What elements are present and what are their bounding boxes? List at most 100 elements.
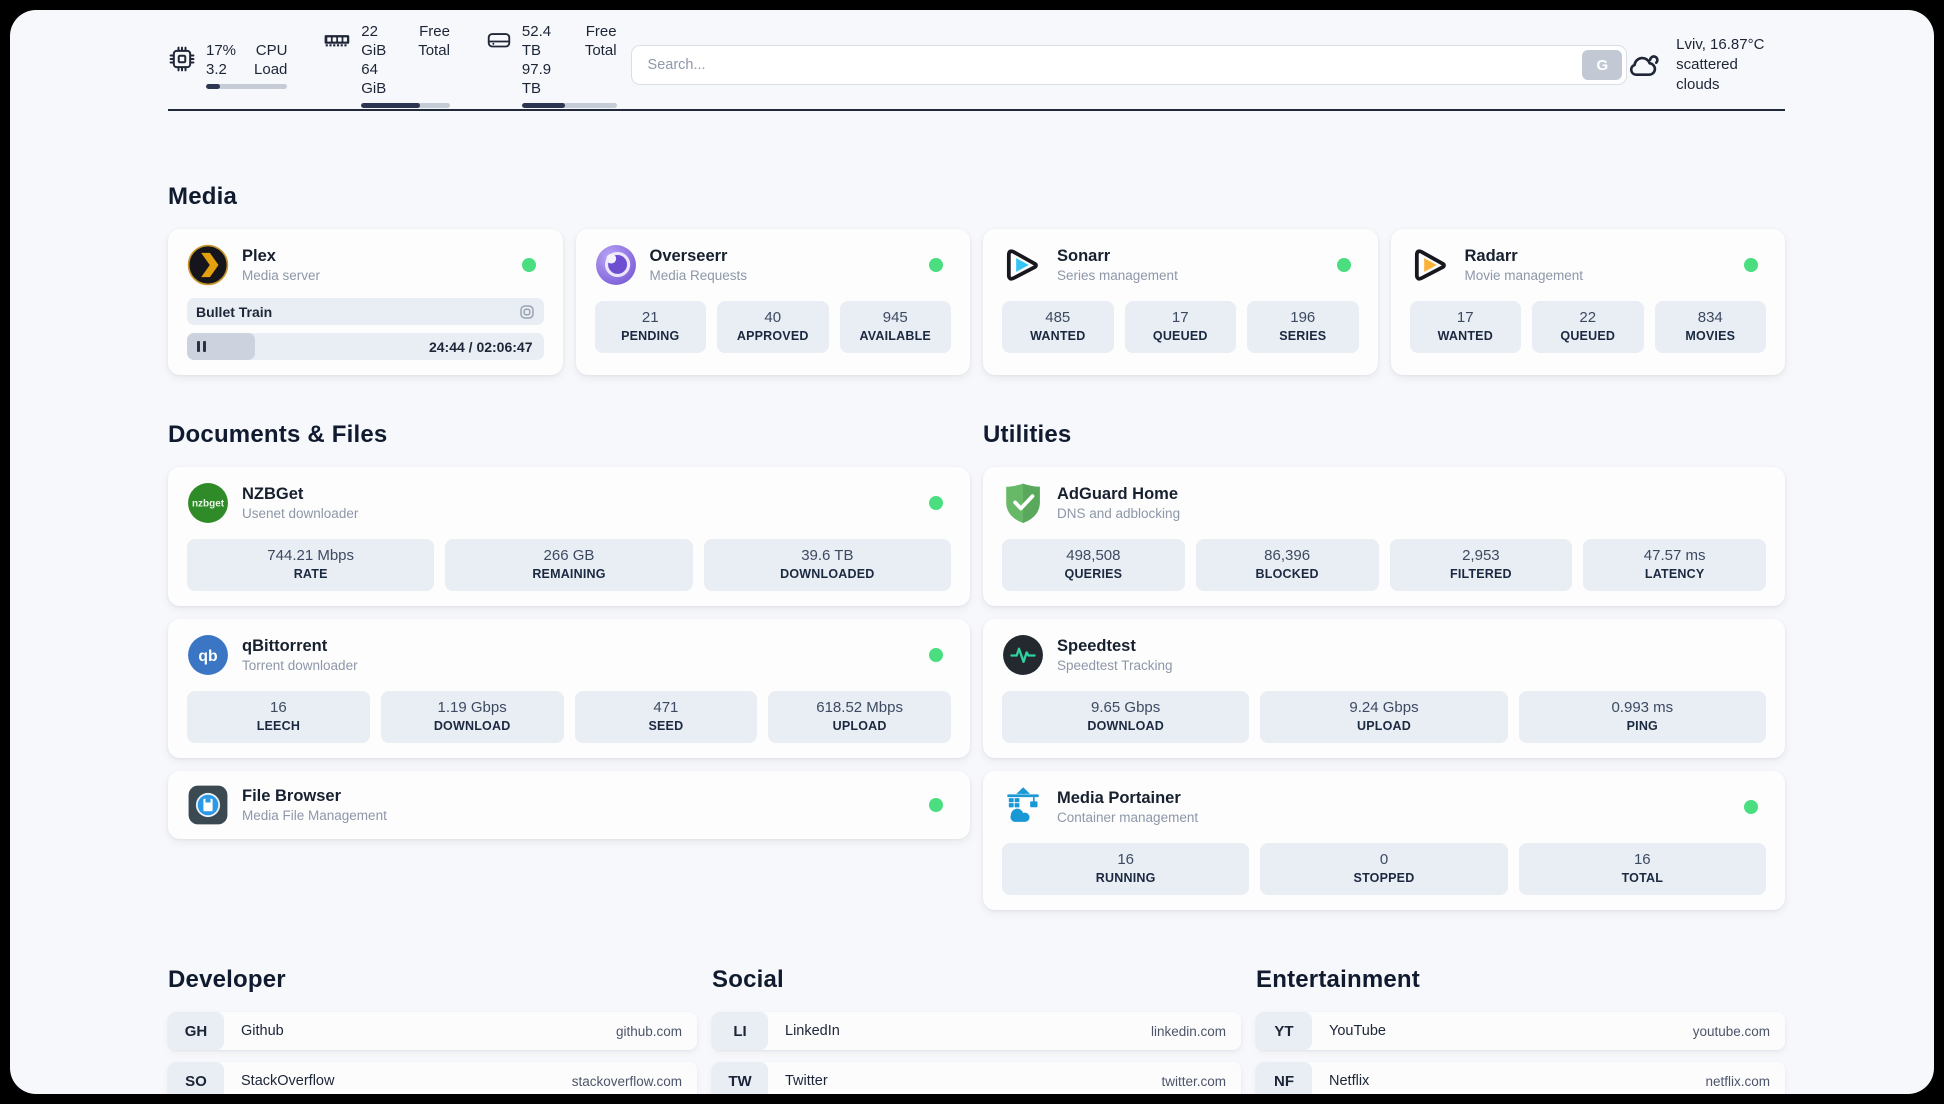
stat-label: UPLOAD <box>832 719 887 733</box>
stat-movies: 834 MOVIES <box>1654 301 1766 353</box>
cpu-progress-bar <box>206 84 288 89</box>
app-card-overseerr[interactable]: Overseerr Media Requests 21 PENDING 40 A… <box>575 229 970 375</box>
stat-downloaded: 39.6 TB DOWNLOADED <box>703 539 951 591</box>
search-engine-button[interactable]: G <box>1582 50 1623 80</box>
stat-remaining: 266 GB REMAINING <box>445 539 693 591</box>
disk-total-label: Total <box>584 42 617 59</box>
adguard-icon <box>1002 482 1044 524</box>
video-source-icon[interactable] <box>519 304 535 320</box>
plex-icon <box>187 244 229 286</box>
ram-widget: 22 GiB 64 GiB Free Total <box>323 22 450 108</box>
stat-label: BLOCKED <box>1255 567 1319 581</box>
bookmark-url: twitter.com <box>1161 1073 1226 1089</box>
app-desc: Torrent downloader <box>242 657 358 673</box>
app-card-radarr[interactable]: Radarr Movie management 17 WANTED 22 QUE… <box>1390 229 1785 375</box>
stat-label: SEED <box>648 719 684 733</box>
stat-value: 22 <box>1579 309 1597 326</box>
stat-label: STOPPED <box>1353 871 1415 885</box>
disk-free-label: Free <box>585 23 617 40</box>
app-name: Media Portainer <box>1057 788 1181 807</box>
stat-queued: 22 QUEUED <box>1532 301 1644 353</box>
bookmark-github[interactable]: GH Github github.com <box>168 1012 697 1050</box>
stat-label: DOWNLOADED <box>780 567 875 581</box>
bookmark-youtube[interactable]: YT YouTube youtube.com <box>1256 1012 1785 1050</box>
bookmark-twitter[interactable]: TW Twitter twitter.com <box>712 1062 1241 1094</box>
stat-label: QUERIES <box>1064 567 1123 581</box>
app-card-filebrowser[interactable]: File Browser Media File Management <box>168 771 970 839</box>
stat-value: 0 <box>1379 851 1389 868</box>
status-dot <box>1744 258 1758 272</box>
stat-upload: 9.24 Gbps UPLOAD <box>1260 691 1508 743</box>
bookmark-netflix[interactable]: NF Netflix netflix.com <box>1256 1062 1785 1094</box>
stat-value: 945 <box>882 309 908 326</box>
app-desc: Series management <box>1057 267 1178 283</box>
stat-series: 196 SERIES <box>1247 301 1359 353</box>
middle-grid: Documents & Files nzbget NZBGet Usenet d… <box>168 393 1785 910</box>
stat-value: 9.24 Gbps <box>1349 699 1419 716</box>
status-dot <box>1336 258 1351 272</box>
weather-location: Lviv, 16.87°C <box>1676 36 1765 53</box>
now-playing-row: Bullet Train <box>187 298 544 325</box>
app-desc: Media File Management <box>242 807 387 823</box>
search-input[interactable] <box>630 45 1628 85</box>
ram-free-value: 22 GiB <box>361 23 387 59</box>
app-desc: Container management <box>1057 809 1199 825</box>
app-desc: Media server <box>242 267 321 283</box>
stat-available: 945 AVAILABLE <box>839 301 951 353</box>
pause-icon <box>197 341 206 352</box>
stat-label: QUEUED <box>1560 329 1616 343</box>
disk-widget: 52.4 TB 97.9 TB Free Total <box>486 22 617 108</box>
playback-progress-bar[interactable]: 24:44 / 02:06:47 <box>187 333 544 360</box>
stat-value: 39.6 TB <box>801 547 854 564</box>
app-name: NZBGet <box>242 484 304 503</box>
cpu-label: CPU <box>255 42 288 59</box>
stat-label: RUNNING <box>1095 871 1156 885</box>
qbittorrent-icon: qb <box>187 634 229 676</box>
stat-value: 485 <box>1045 309 1071 326</box>
stat-seed: 471 SEED <box>574 691 758 743</box>
bookmark-linkedin[interactable]: LI LinkedIn linkedin.com <box>712 1012 1241 1050</box>
bookmark-column-social: Social LI LinkedIn linkedin.com TW Twitt… <box>712 966 1241 1094</box>
cpu-load-value: 3.2 <box>206 61 227 78</box>
bookmark-name: LinkedIn <box>785 1023 840 1039</box>
bookmark-name: Github <box>241 1023 284 1039</box>
stat-label: DOWNLOAD <box>1087 719 1164 733</box>
search-bar: G <box>630 45 1628 85</box>
stat-label: UPLOAD <box>1357 719 1411 733</box>
app-card-nzbget[interactable]: nzbget NZBGet Usenet downloader 744.21 M… <box>168 467 970 606</box>
ram-icon <box>325 35 350 47</box>
status-dot <box>929 258 943 272</box>
stat-label: WANTED <box>1437 329 1493 343</box>
bookmark-url: netflix.com <box>1705 1073 1770 1089</box>
section-title-utilities: Utilities <box>983 421 1072 448</box>
app-card-adguard[interactable]: AdGuard Home DNS and adblocking 498,508 … <box>983 467 1785 606</box>
app-card-speedtest[interactable]: Speedtest Speedtest Tracking 9.65 Gbps D… <box>983 619 1785 758</box>
stat-value: 40 <box>764 309 782 326</box>
stat-label: TOTAL <box>1621 871 1664 885</box>
bookmark-column-developer: Developer GH Github github.com SO StackO… <box>168 966 697 1094</box>
bookmark-url: youtube.com <box>1692 1023 1770 1039</box>
stat-download: 9.65 Gbps DOWNLOAD <box>1002 691 1250 743</box>
bookmark-name: Netflix <box>1329 1073 1370 1089</box>
ram-total-label: Total <box>418 42 450 59</box>
bookmark-abbr: GH <box>168 1012 224 1050</box>
stat-value: 16 <box>270 699 287 716</box>
stat-wanted: 17 WANTED <box>1409 301 1521 353</box>
app-card-qbittorrent[interactable]: qb qBittorrent Torrent downloader 16 <box>168 619 970 758</box>
stat-value: 9.65 Gbps <box>1091 699 1161 716</box>
bookmark-url: linkedin.com <box>1150 1023 1226 1039</box>
bookmark-column-entertainment: Entertainment YT YouTube youtube.com NF … <box>1256 966 1785 1094</box>
app-card-sonarr[interactable]: Sonarr Series management 485 WANTED 17 Q… <box>983 229 1378 375</box>
stat-ping: 0.993 ms PING <box>1518 691 1766 743</box>
speedtest-icon <box>1002 634 1044 676</box>
stat-value: 471 <box>653 699 679 716</box>
app-card-plex[interactable]: Plex Media server Bullet Train 24:44 / 0 <box>168 229 563 375</box>
stat-upload: 618.52 Mbps UPLOAD <box>768 691 951 743</box>
status-dot <box>929 648 943 662</box>
app-name: AdGuard Home <box>1057 484 1179 503</box>
cpu-usage-value: 17% <box>206 42 237 59</box>
bookmark-stackoverflow[interactable]: SO StackOverflow stackoverflow.com <box>168 1062 697 1094</box>
cloud-icon <box>1630 55 1659 76</box>
stat-label: LATENCY <box>1644 567 1705 581</box>
app-card-portainer[interactable]: Media Portainer Container management 16 … <box>983 771 1785 910</box>
